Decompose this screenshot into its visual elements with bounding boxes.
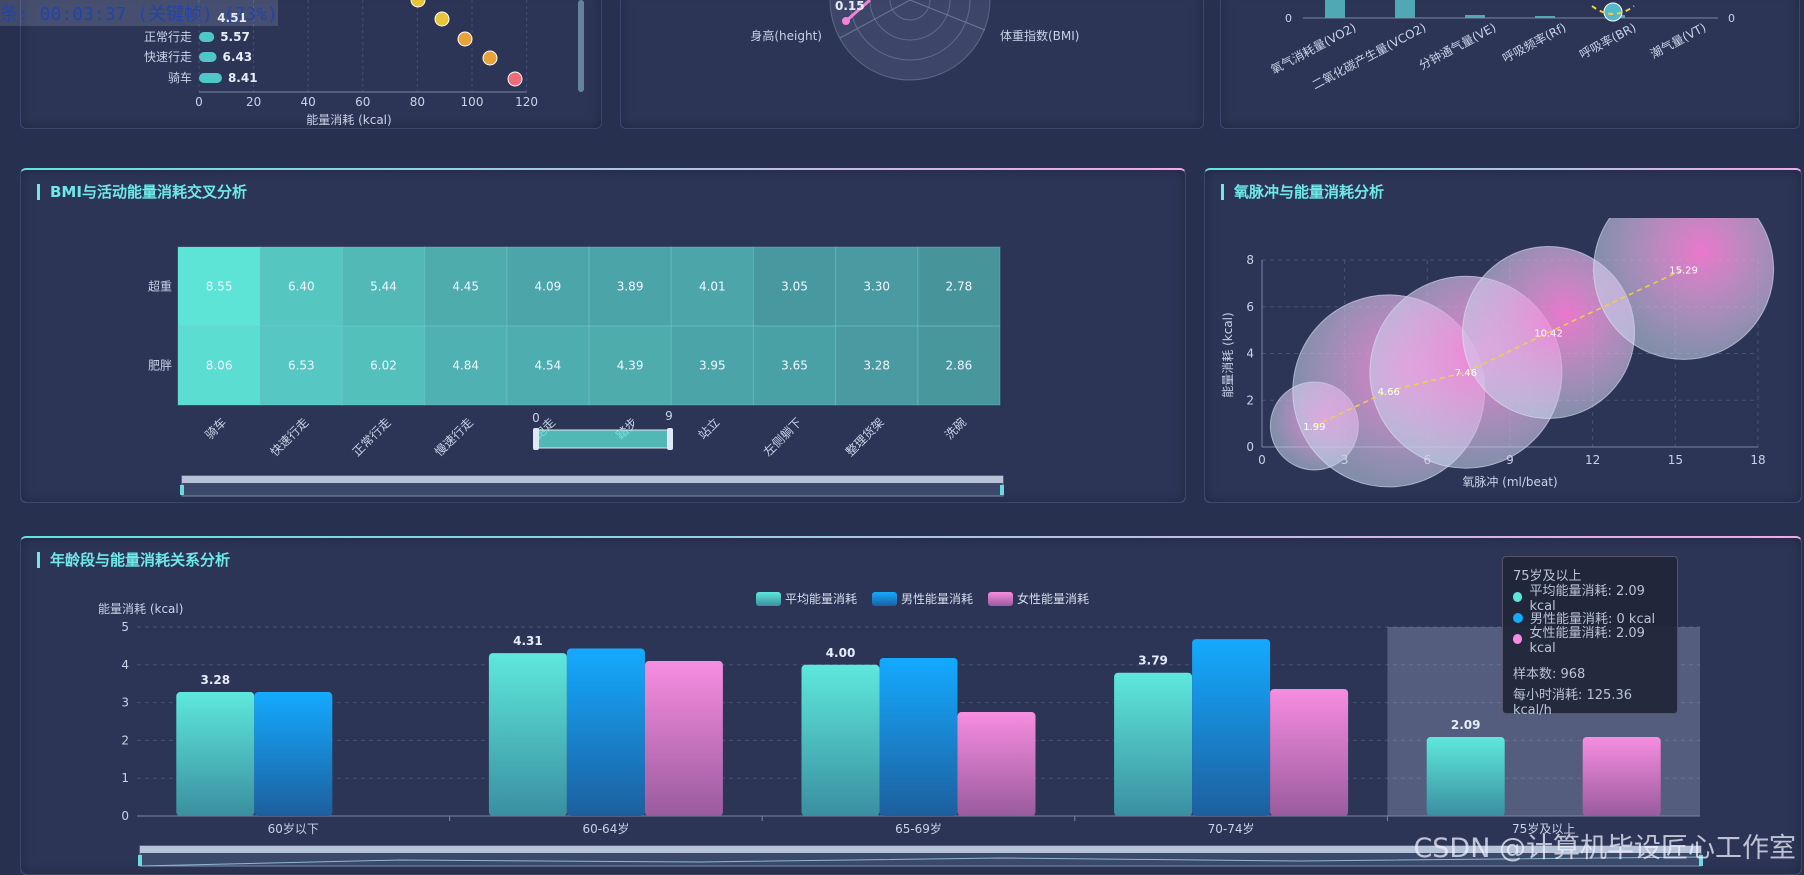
radar-axis-label: 身高(height) [750, 28, 822, 43]
bubble-panel: 氧脉冲与能量消耗分析 [1204, 168, 1802, 503]
x-tick-label: 40 [301, 95, 316, 109]
y-tick-label: 0 [1728, 12, 1735, 25]
radar-ring [869, 0, 951, 41]
x-tick-label: 60 [355, 95, 370, 109]
trend-line [1591, 5, 1635, 15]
scatter-dot [410, 0, 426, 8]
scatter-dot [507, 71, 523, 87]
radar-ring [829, 0, 991, 81]
tooltip-row-label: 女性能量消耗: 2.09 kcal [1529, 625, 1645, 656]
tooltip-dot [1513, 612, 1523, 623]
scroll-bar [578, 0, 584, 92]
heatmap-panel: BMI与活动能量消耗交叉分析 [20, 168, 1186, 503]
video-progress-overlay: 条: 00:03:37 (关键帧) (73%) [0, 0, 278, 26]
highlight-dot [1603, 2, 1623, 22]
x-tick-label: 呼吸率(BR) [1577, 19, 1639, 61]
x-tick-label: 潮气量(VT) [1648, 19, 1709, 61]
top-row-charts: 0 20 40 60 80 100 120 能量消耗 (kcal) 正常行走 5.57 快速行走 6.… [144, 0, 1735, 127]
category-label: 快速行走 [144, 50, 192, 64]
top-right-panel [1220, 0, 1800, 129]
scatter-dot [434, 11, 450, 27]
bar [199, 73, 222, 83]
top-mid-panel [620, 0, 1204, 129]
x-tick-label: 0 [195, 95, 203, 109]
bar-value-label: 5.57 [220, 30, 250, 44]
bar [1535, 16, 1555, 18]
age-title: 年龄段与能量消耗关系分析 [37, 552, 230, 568]
tooltip-row-male: 男性能量消耗: 0 kcal [1513, 607, 1667, 628]
radar-point [842, 17, 850, 25]
bar-value-label: 8.41 [228, 71, 258, 85]
category-label: 正常行走 [144, 30, 192, 44]
radar-value-label: 0.15 [835, 0, 865, 13]
category-label: 骑车 [168, 70, 192, 85]
bar-value-label: 4.51 [217, 11, 247, 25]
x-tick-label: 二氧化碳产生量(VCO2) [1310, 20, 1429, 92]
bar-value-label: 6.43 [223, 50, 253, 64]
bubble-title: 氧脉冲与能量消耗分析 [1221, 184, 1384, 200]
radar-axis-label: 体重指数(BMI) [1000, 28, 1080, 43]
x-tick-label: 呼吸频率(Rf) [1500, 19, 1569, 65]
x-tick-label: 120 [515, 95, 538, 109]
x-tick-label: 分钟通气量(VE) [1416, 19, 1498, 72]
top-left-panel [20, 0, 602, 129]
tooltip-row-label: 男性能量消耗: 0 kcal [1530, 612, 1656, 627]
radar-axis [909, 0, 986, 31]
bar [1325, 0, 1345, 18]
scatter-dot [457, 31, 473, 47]
tooltip-row-label: 平均能量消耗: 2.09 kcal [1529, 583, 1645, 614]
tooltip-samples: 样本数: 968 [1513, 667, 1586, 682]
x-tick-label: 100 [461, 95, 484, 109]
heatmap-title: BMI与活动能量消耗交叉分析 [37, 184, 247, 200]
bar [1465, 15, 1485, 18]
radar-series-line [845, 0, 871, 23]
scatter-dot [482, 50, 498, 66]
age-tooltip: 75岁及以上 平均能量消耗: 2.09 kcal 男性能量消耗: 0 kcal … [1502, 556, 1678, 718]
tooltip-row-female: 女性能量消耗: 2.09 kcal [1513, 626, 1667, 656]
radar-area-bg [830, 0, 990, 80]
tooltip-row-avg: 平均能量消耗: 2.09 kcal [1513, 584, 1667, 614]
y-tick-label: 0 [1285, 12, 1292, 25]
x-tick-label: 80 [410, 95, 425, 109]
bar [1395, 0, 1415, 18]
radar-axis [839, 0, 911, 39]
watermark: CSDN @计算机毕设匠心工作室 [1413, 833, 1796, 864]
radar-ring [849, 0, 971, 61]
x-tick-label: 20 [246, 95, 261, 109]
radar-ring [889, 0, 931, 21]
tooltip-dot [1513, 633, 1523, 644]
bar [199, 32, 215, 42]
tooltip-rate: 每小时消耗: 125.36 kcal/h [1513, 688, 1632, 718]
tooltip-dot [1513, 591, 1523, 602]
bar [199, 52, 217, 62]
tooltip-category: 75岁及以上 [1513, 569, 1582, 584]
x-axis-title: 能量消耗 (kcal) [306, 113, 391, 127]
